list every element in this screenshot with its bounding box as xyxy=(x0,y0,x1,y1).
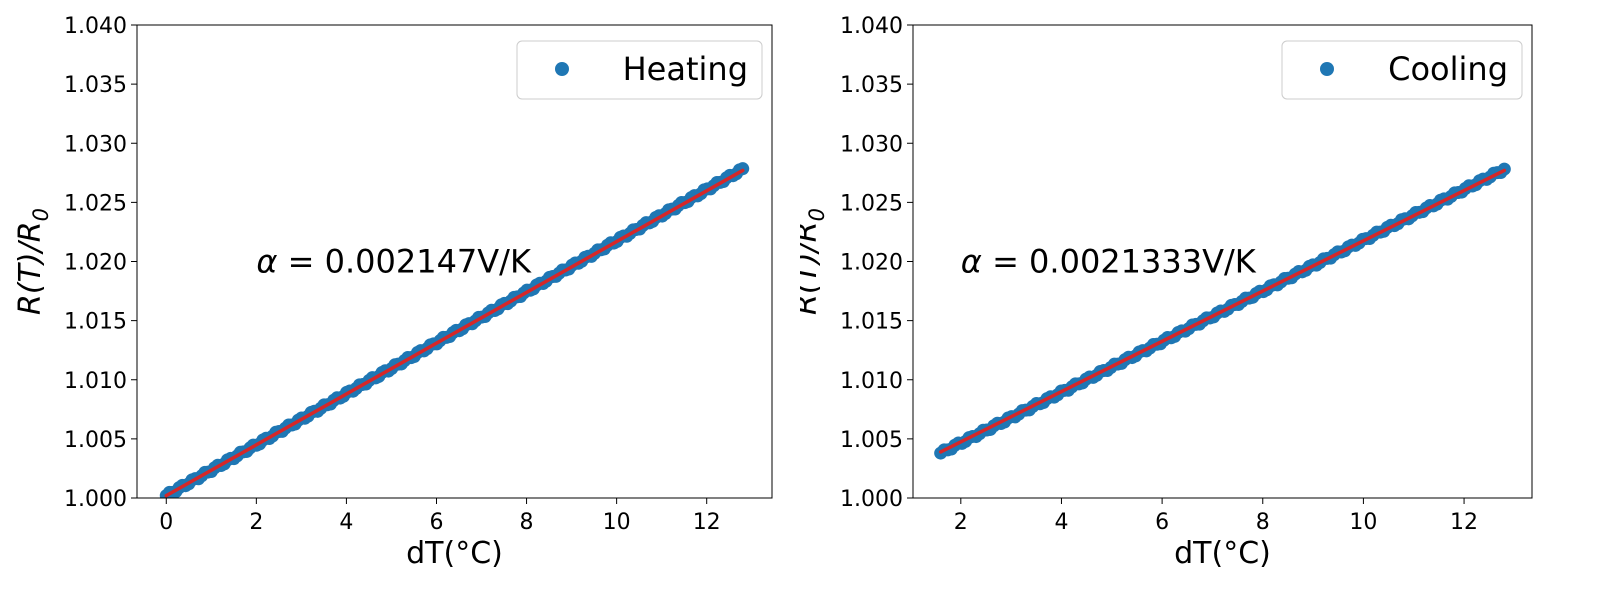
heating-y-tick-label: 1.035 xyxy=(64,73,127,98)
cooling-y-tick-label: 1.035 xyxy=(840,73,903,98)
cooling-x-tick-label: 2 xyxy=(954,510,968,535)
cooling-y-tick-label: 1.040 xyxy=(840,14,903,39)
heating-y-tick-label: 1.005 xyxy=(64,428,127,453)
cooling-x-tick-label: 12 xyxy=(1450,510,1478,535)
chart-heating: 1.000 1.005 1.010 1.015 1.020 1.025 1.030 1.035… xyxy=(13,14,773,571)
cooling-y-tick-label: 1.005 xyxy=(840,428,903,453)
heating-fit-line xyxy=(164,168,745,498)
chart-heating-svg: 1.000 1.005 1.010 1.015 1.020 1.025 1.030 1.035… xyxy=(13,14,773,571)
cooling-y-tick-label: 1.015 xyxy=(840,310,903,335)
heating-x-tick-label: 6 xyxy=(429,510,443,535)
chart-cooling-svg: 1.000 1.005 1.010 1.015 1.020 1.025 1.030 1.035… xyxy=(800,14,1533,571)
cooling-y-tick-label: 1.025 xyxy=(840,191,903,216)
cooling-y-tick-label: 1.010 xyxy=(840,369,903,394)
heating-y-tick-label: 1.040 xyxy=(64,14,127,39)
heating-y-axis-label: R(T)/R0 xyxy=(13,208,53,315)
heating-y-tick-label: 1.000 xyxy=(64,487,127,512)
heating-legend: Heating xyxy=(516,40,763,100)
cooling-y-axis-label: R(T)/R0 xyxy=(800,208,829,315)
cooling-x-tick-label: 8 xyxy=(1256,510,1270,535)
cooling-x-tick-label: 6 xyxy=(1155,510,1169,535)
heating-y-tick-label: 1.025 xyxy=(64,191,127,216)
heating-x-tick-label: 2 xyxy=(249,510,263,535)
heating-data-layer xyxy=(159,162,750,498)
cooling-x-tick-label: 4 xyxy=(1054,510,1068,535)
heating-x-tick-label: 4 xyxy=(339,510,353,535)
heating-x-axis-label: dT(°C) xyxy=(406,536,503,571)
cooling-y-tick-label: 1.030 xyxy=(840,132,903,157)
heating-y-tick-label: 1.030 xyxy=(64,132,127,157)
heating-y-tick-label: 1.010 xyxy=(64,369,127,394)
chart-cooling: 1.000 1.005 1.010 1.015 1.020 1.025 1.030 1.035… xyxy=(800,0,1600,600)
heating-legend-box xyxy=(516,40,763,100)
cooling-legend: Cooling xyxy=(1281,40,1523,100)
heating-x-tick-label: 0 xyxy=(159,510,173,535)
heating-alpha-annotation: α = 0.002147V/K xyxy=(256,243,532,281)
heating-y-tick-label: 1.015 xyxy=(64,310,127,335)
cooling-legend-label: Cooling xyxy=(1388,50,1508,88)
heating-x-tick-label: 12 xyxy=(693,510,721,535)
heating-legend-label: Heating xyxy=(623,50,748,88)
heating-legend-marker xyxy=(555,62,569,76)
heating-y-tick-label: 1.020 xyxy=(64,251,127,276)
heating-x-tick-label: 10 xyxy=(603,510,631,535)
cooling-legend-marker xyxy=(1320,62,1334,76)
cooling-x-axis-label: dT(°C) xyxy=(1174,536,1271,571)
cooling-data-layer xyxy=(934,162,1511,460)
cooling-y-tick-label: 1.020 xyxy=(840,251,903,276)
heating-x-tick-label: 8 xyxy=(520,510,534,535)
cooling-fit-line xyxy=(938,168,1507,454)
cooling-y-tick-label: 1.000 xyxy=(840,487,903,512)
cooling-x-tick-label: 10 xyxy=(1349,510,1377,535)
cooling-alpha-annotation: α = 0.0021333V/K xyxy=(961,243,1257,281)
cooling-legend-box xyxy=(1281,40,1523,100)
